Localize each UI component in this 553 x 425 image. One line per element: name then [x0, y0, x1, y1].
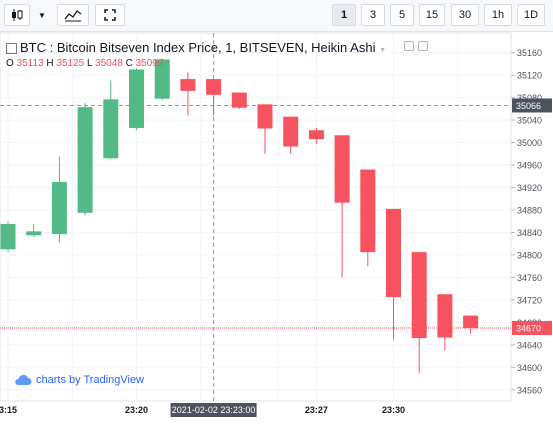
interval-button-1[interactable]: 1	[332, 4, 356, 26]
interval-button-30[interactable]: 30	[451, 4, 479, 26]
collapse-legend-icon[interactable]	[6, 43, 17, 55]
plot-area	[0, 32, 512, 402]
x-tick-label: 3:15	[0, 405, 17, 415]
y-tick-label: 35120	[517, 71, 542, 81]
tradingview-attribution[interactable]: charts by TradingView	[14, 374, 144, 386]
candle-body	[386, 208, 401, 298]
candle-body	[77, 107, 93, 213]
x-tick-label: 23:20	[125, 405, 148, 415]
last-price-label-bg	[512, 320, 552, 335]
y-tick-label: 34920	[517, 183, 542, 193]
high-label: H	[46, 58, 54, 69]
y-tick-label: 34840	[517, 228, 542, 238]
interval-button-5[interactable]: 5	[390, 4, 414, 26]
candle-body	[463, 315, 479, 328]
y-tick-label: 35040	[517, 116, 542, 126]
y-tick-label: 34760	[517, 273, 542, 283]
price-chart[interactable]: 35160 35120 35080 35040 35000 34960 34920 34880…	[0, 32, 553, 425]
candle-body	[283, 116, 299, 147]
x-tick-label: 23:27	[305, 405, 328, 415]
fullscreen-button[interactable]	[95, 4, 125, 26]
y-tick-label: 35080	[517, 93, 542, 103]
x-tick-label: 23:30	[382, 405, 405, 415]
candles-icon	[12, 9, 23, 21]
interval-button-3[interactable]: 3	[361, 4, 385, 26]
chart-pane[interactable]: 35160 35120 35080 35040 35000 34960 34920 34880…	[0, 32, 553, 425]
low-label: L	[87, 58, 93, 69]
interval-button-1d[interactable]: 1D	[517, 4, 545, 26]
interval-button-15[interactable]: 15	[419, 4, 445, 26]
candle-body	[334, 135, 350, 203]
candle-body	[103, 99, 119, 159]
candle-body	[26, 231, 42, 236]
candle-body	[411, 252, 427, 339]
candle-body	[206, 79, 222, 95]
y-tick-label: 35000	[517, 138, 542, 148]
settings-icon[interactable]	[404, 41, 414, 51]
high-value: 35125	[56, 58, 85, 69]
y-tick-label: 34640	[517, 340, 542, 350]
candle-body	[154, 59, 170, 99]
indicators-icon	[64, 10, 82, 22]
crosshair-time-label: 2021-02-02 23:23:00	[172, 405, 256, 415]
candle-body	[231, 92, 247, 108]
low-value: 35048	[95, 58, 123, 69]
last-price-label: 34670	[516, 323, 541, 333]
chart-style-dropdown[interactable]: ▼	[33, 4, 51, 26]
open-label: O	[6, 58, 14, 69]
close-icon[interactable]	[418, 41, 428, 51]
candle-body	[308, 130, 324, 140]
attribution-text: charts by TradingView	[36, 374, 145, 386]
close-value: 35092	[135, 58, 164, 69]
y-tick-label: 34960	[517, 161, 542, 171]
cloud-icon	[15, 374, 32, 385]
series-title: BTC : Bitcoin Bitseven Index Price, 1, B…	[20, 40, 376, 55]
candle-body	[129, 69, 144, 128]
y-tick-label: 35160	[517, 48, 542, 58]
candle-body	[0, 224, 16, 250]
crosshair-price-label: 35066	[516, 101, 541, 111]
interval-button-1h[interactable]: 1h	[484, 4, 512, 26]
series-legend: BTC : Bitcoin Bitseven Index Price, 1, B…	[6, 40, 386, 55]
chevron-down-icon[interactable]: ▼	[379, 47, 387, 54]
crosshair-time-label-bg	[170, 403, 257, 417]
candle-body	[180, 79, 196, 91]
chart-style-button[interactable]	[4, 4, 30, 26]
y-tick-label: 34560	[517, 385, 542, 395]
y-tick-label: 34600	[517, 363, 542, 373]
open-value: 35113	[16, 58, 44, 69]
indicators-button[interactable]	[57, 4, 89, 26]
close-label: C	[125, 58, 133, 69]
candle-body	[360, 169, 376, 253]
fullscreen-icon	[104, 9, 116, 21]
y-tick-label: 34720	[517, 295, 542, 305]
chevron-down-icon: ▼	[38, 10, 46, 20]
crosshair-price-label-bg	[512, 98, 552, 113]
candle-body	[257, 104, 273, 129]
candle-body	[51, 181, 67, 235]
y-tick-label: 34880	[517, 205, 542, 215]
candle-body	[437, 294, 453, 338]
ohlc-values: O 35113 H 35125 L 35048 C 35092	[6, 58, 163, 69]
y-tick-label: 34800	[517, 250, 542, 260]
toolbar: ▼ 1 3 5 15 30 1h 1D	[0, 0, 553, 32]
